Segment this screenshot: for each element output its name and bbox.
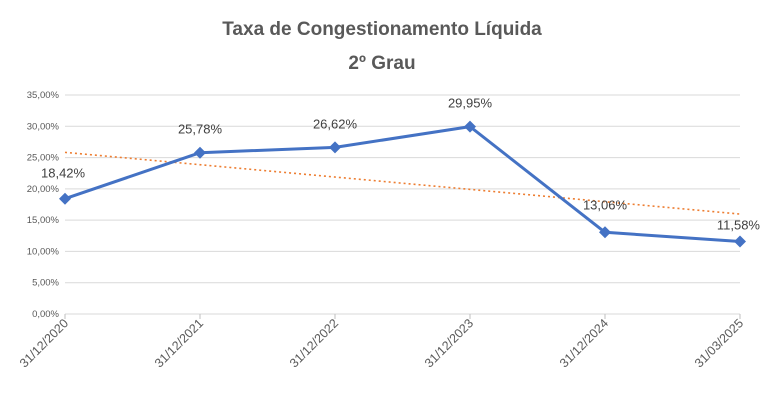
series-line [64,125,741,243]
data-point [329,141,341,154]
x-tick-label: 31/12/2024 [557,316,611,370]
y-tick-label: 20,00% [27,184,60,195]
data-point [464,120,476,133]
y-tick-label: 35,00% [27,90,60,101]
x-tick-label: 31/12/2021 [152,316,206,370]
gridlines [65,94,740,315]
chart-subtitle: 2º Grau [348,53,415,74]
data-label: 29,95% [448,96,493,111]
data-point [599,226,611,239]
x-axis-ticks: 31/12/2020 31/12/2021 31/12/2022 31/12/2023… [17,314,746,370]
data-labels: 18,42% 25,78% 26,62% 29,95% 13,06% 11,58% [41,96,760,233]
data-point [734,235,746,248]
y-tick-label: 25,00% [27,153,60,164]
data-label: 18,42% [41,166,86,181]
x-tick-label: 31/12/2023 [422,316,476,370]
y-tick-label: 10,00% [27,246,60,257]
data-label: 13,06% [583,197,628,212]
y-tick-label: 5,00% [32,278,59,289]
trendline-path [64,151,741,215]
x-tick-label: 31/12/2020 [17,316,71,370]
data-label: 25,78% [178,122,223,137]
y-tick-label: 30,00% [27,121,60,132]
y-axis-ticks: 0,00% 5,00% 10,00% 15,00% 20,00% 25,00% 30,00%… [27,90,60,320]
chart-title: Taxa de Congestionamento Líquida [222,19,542,40]
x-tick-label: 31/03/2025 [692,316,746,370]
data-point [194,146,206,159]
data-point [59,192,71,205]
x-tick-label: 31/12/2022 [287,316,341,370]
data-series [59,120,746,248]
data-label: 11,58% [717,218,761,233]
trendline [64,151,741,215]
y-tick-label: 15,00% [27,215,60,226]
y-tick-label: 0,00% [32,309,59,320]
data-label: 26,62% [313,116,358,131]
